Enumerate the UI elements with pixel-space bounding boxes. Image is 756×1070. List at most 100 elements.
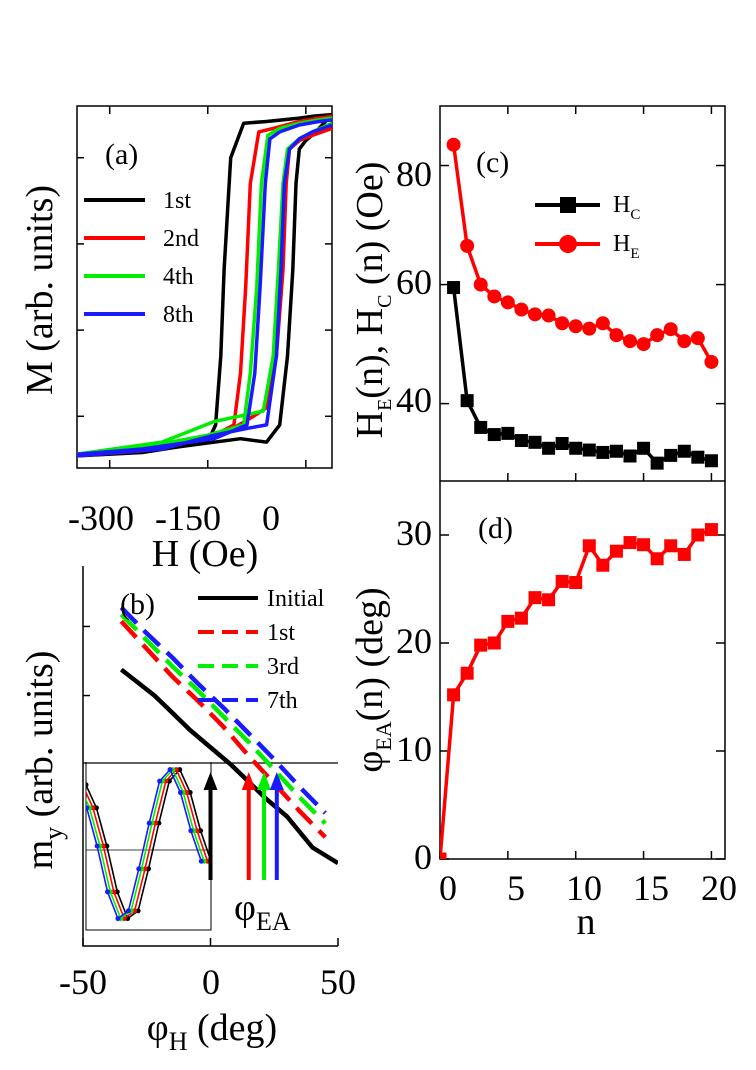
phi-ea-point — [447, 688, 461, 702]
phi-ea-point — [474, 638, 488, 652]
phi-ea-point — [704, 523, 718, 537]
panel-b-curves — [119, 605, 338, 866]
phi-ea-point — [514, 611, 528, 625]
point-hc — [514, 434, 528, 448]
point-hc — [623, 449, 637, 463]
panel-a: (a) 1st 2nd 4th 8th -300 -150 0 H (Oe) M… — [19, 105, 333, 575]
a-xtick-label: -150 — [155, 498, 221, 538]
point-he — [609, 328, 624, 343]
phi-ea-point — [460, 666, 474, 680]
my-curve-initial — [119, 667, 338, 866]
panel-d-frame — [439, 481, 726, 860]
d-ytick-label: 10 — [396, 729, 432, 769]
b-inset-curves — [77, 767, 211, 922]
phi-ea-point — [528, 591, 542, 605]
inset-marker — [177, 790, 183, 796]
inset-marker — [105, 889, 111, 895]
b-x-axis-title: φH (deg) — [147, 1007, 277, 1056]
point-hc — [542, 441, 556, 455]
d-y-axis-title: φEA(n) (deg) — [349, 587, 396, 772]
inset-marker — [198, 858, 204, 864]
inset-marker — [111, 889, 117, 895]
point-he — [500, 295, 515, 310]
c-ylabel-part: (n), H — [349, 308, 391, 399]
inset-marker — [198, 828, 204, 834]
panel-a-curves — [77, 112, 332, 458]
point-hc — [650, 456, 664, 470]
point-he — [446, 137, 461, 152]
legend-label-initial: Initial — [267, 586, 325, 612]
point-he — [568, 319, 583, 334]
inset-marker — [146, 866, 151, 872]
c-y-axis-title: HE(n), HC (n) (Oe) — [349, 162, 396, 439]
panel-b-legend: Initial 1st 3rd 7th — [198, 586, 325, 714]
point-he — [460, 238, 475, 253]
legend-label-8th: 8th — [163, 302, 194, 328]
phi-ea-point — [501, 614, 515, 628]
hysteresis-loop-4th-descending — [77, 116, 332, 456]
phi-ea-point — [487, 636, 501, 650]
c-ylabel-part: C — [374, 295, 396, 308]
point-hc — [474, 420, 488, 434]
panel-c-label: (c) — [476, 146, 509, 179]
hysteresis-loop-2nd-ascending — [77, 126, 332, 458]
legend-marker-hc — [560, 197, 576, 213]
panel-c-legend: HC HE — [535, 192, 640, 262]
phi-ea-point — [677, 547, 691, 561]
a-x-axis-title: H (Oe) — [152, 533, 259, 575]
inset-marker — [86, 805, 90, 811]
c-ylabel-part: E — [374, 399, 396, 411]
point-he — [690, 331, 705, 346]
point-hc — [704, 454, 718, 468]
inset-marker — [115, 916, 121, 922]
inset-marker — [104, 843, 110, 849]
inset-marker — [94, 843, 100, 849]
inset-marker — [152, 820, 158, 826]
point-he — [555, 316, 570, 331]
legend-label-1st: 1st — [267, 620, 295, 646]
inset-marker — [135, 908, 141, 914]
inset-marker — [156, 820, 162, 826]
point-he — [541, 308, 556, 323]
panel-d: (d) 30 20 10 0 0 5 10 15 20 n φEA(n) (de… — [349, 481, 737, 943]
inset-marker — [77, 782, 82, 787]
point-hc — [501, 426, 515, 440]
phi-ea-point — [691, 528, 705, 542]
point-hc — [609, 444, 623, 458]
d-ytick-label: 20 — [396, 621, 432, 661]
point-he — [582, 321, 597, 336]
inset-marker — [132, 908, 138, 914]
panel-c-curves — [446, 137, 719, 470]
c-ytick-label: 60 — [396, 262, 432, 302]
phi-ea-point — [664, 539, 678, 553]
b-xtick-label: 50 — [320, 962, 356, 1002]
inset-marker — [86, 782, 89, 788]
point-he — [636, 337, 651, 352]
my-curve-7th — [119, 605, 327, 815]
inset-marker — [93, 805, 99, 811]
c-ylabel-part: H — [349, 411, 391, 438]
hysteresis-loop-4th-ascending — [77, 121, 332, 456]
legend-label-3rd: 3rd — [267, 654, 299, 680]
point-hc — [487, 428, 501, 442]
my-curve-3rd — [119, 612, 327, 825]
panel-d-label: (d) — [478, 512, 513, 545]
legend-label-2nd: 2nd — [163, 226, 199, 252]
point-hc — [447, 281, 461, 295]
panel-c-frame — [439, 105, 726, 482]
my-curve-1st — [119, 619, 327, 839]
b-xtick-label: -50 — [59, 962, 107, 1002]
d-xtick-label: 5 — [507, 868, 525, 908]
point-he — [514, 302, 529, 317]
inset-marker — [146, 820, 152, 826]
point-hc — [664, 448, 678, 462]
phi-ea-arrow-head — [203, 772, 218, 790]
inset-marker — [177, 767, 183, 773]
panel-b-label: (b) — [120, 588, 155, 621]
legend-label-hc: HC — [613, 192, 640, 223]
inset-marker — [194, 828, 200, 834]
phi-ea-arrow-head — [257, 772, 272, 790]
a-y-axis-title: M (arb. units) — [19, 185, 61, 395]
d-xtick-label: 20 — [701, 868, 737, 908]
